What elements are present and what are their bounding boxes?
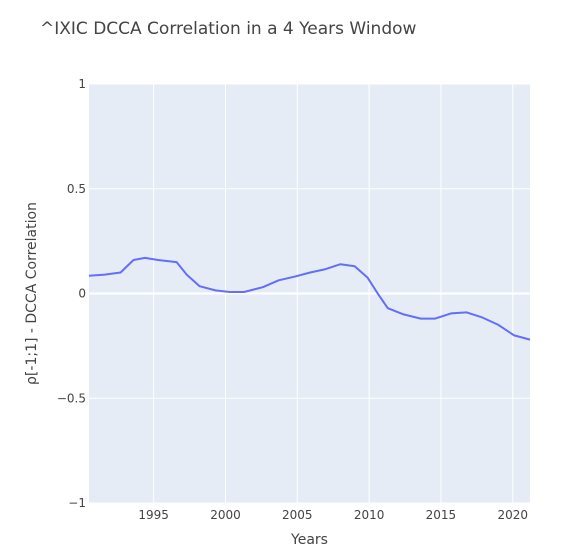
tick-labels: 1995 2000 2005 2010 2015 2020 1 0.5 0 −0.5 −1	[57, 77, 528, 522]
y-tick-label: 0.5	[67, 182, 86, 196]
x-tick-label: 2010	[354, 508, 385, 522]
chart-title: ^IXIC DCCA Correlation in a 4 Years Wind…	[40, 19, 417, 39]
x-tick-label: 1995	[138, 508, 169, 522]
x-axis-title: Years	[290, 532, 328, 548]
y-tick-label: −0.5	[57, 391, 86, 405]
y-tick-label: 0	[78, 287, 86, 301]
y-tick-label: 1	[78, 77, 86, 91]
y-tick-label: −1	[68, 496, 86, 510]
grid-lines	[89, 83, 530, 504]
correlation-line	[88, 256, 531, 341]
x-tick-label: 2000	[210, 508, 241, 522]
x-tick-label: 2005	[282, 508, 313, 522]
y-axis-title: ρ[-1;1] - DCCA Correlation	[24, 202, 40, 385]
x-tick-label: 2020	[497, 508, 528, 522]
x-tick-label: 2015	[426, 508, 457, 522]
